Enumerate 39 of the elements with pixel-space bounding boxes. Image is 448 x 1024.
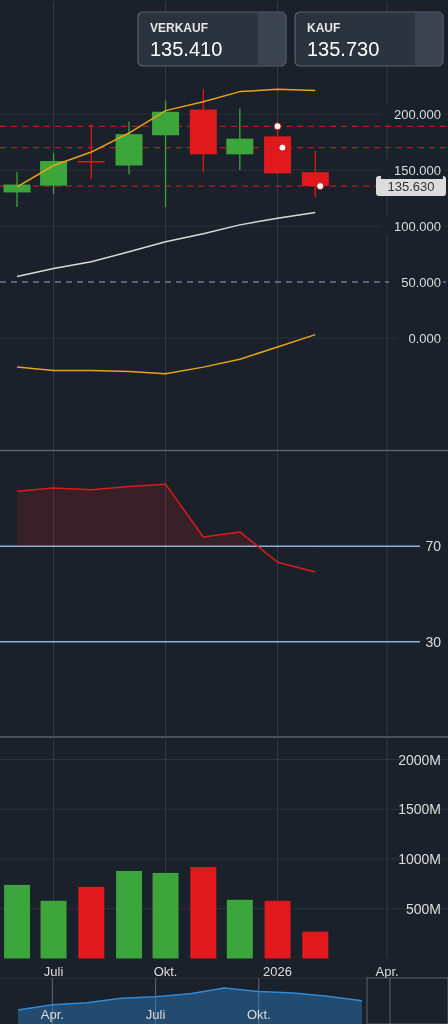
- bar: [4, 884, 31, 959]
- y-tick-label: 150.000: [394, 163, 441, 178]
- x-tick-label: 2026: [263, 964, 293, 979]
- bar: [40, 900, 67, 959]
- y-tick-label: 30: [425, 633, 442, 650]
- annotation: 135.730: [307, 38, 380, 60]
- annotation: KAUF: [307, 21, 341, 35]
- candlestick: [77, 123, 105, 180]
- y-tick-label: 70: [425, 538, 442, 555]
- y-tick-label: 0.000: [408, 331, 441, 346]
- y-tick-label: 100.000: [394, 219, 441, 234]
- line-series: [16, 333, 317, 375]
- x-tick-label: Juli: [43, 964, 64, 979]
- bar: [226, 899, 253, 959]
- x-tick-label: Okt.: [246, 1007, 271, 1022]
- annotation: 135.410: [150, 38, 223, 60]
- bar: [78, 886, 105, 959]
- x-tick-label: Apr.: [40, 1007, 64, 1022]
- bar: [190, 866, 217, 959]
- line-series: [16, 483, 317, 573]
- x-tick-label: Okt.: [153, 964, 178, 979]
- y-tick-label: 1000M: [398, 851, 441, 867]
- bar: [116, 870, 143, 959]
- y-tick-label: 500M: [405, 900, 441, 917]
- line-series: [16, 211, 317, 278]
- x-tick-label: Juli: [145, 1007, 166, 1022]
- x-tick-label: Apr.: [375, 964, 399, 979]
- ref-line-label: 135.630: [387, 179, 435, 195]
- bar: [302, 931, 329, 959]
- y-tick-label: 200.000: [394, 107, 441, 122]
- bar: [264, 900, 291, 959]
- point: [316, 182, 325, 191]
- y-tick-label: 1500M: [398, 801, 441, 818]
- point: [278, 143, 287, 152]
- annotation: VERKAUF: [150, 21, 209, 35]
- y-tick-label: 2000M: [398, 751, 441, 768]
- point: [273, 122, 282, 131]
- bar: [152, 872, 179, 959]
- y-tick-label: 50.000: [401, 275, 441, 290]
